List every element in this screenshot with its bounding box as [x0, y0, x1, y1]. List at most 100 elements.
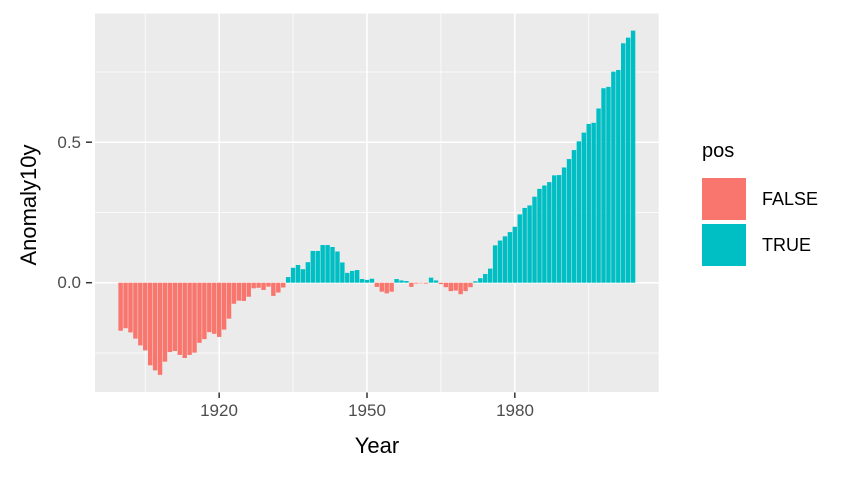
- bar-1972: [473, 281, 478, 283]
- bar-1952: [374, 282, 380, 287]
- legend-label-false: FALSE: [762, 188, 819, 209]
- bar-1957: [399, 280, 404, 283]
- bar-1968: [453, 282, 458, 291]
- bar-1938: [305, 262, 311, 283]
- bar-2004: [630, 30, 636, 283]
- bar-1917: [202, 282, 207, 340]
- bar-1932: [276, 282, 281, 293]
- bar-1961: [418, 282, 424, 284]
- bar-1944: [335, 251, 340, 283]
- bar-1987: [547, 182, 552, 283]
- bar-1940: [315, 250, 320, 283]
- bar-1985: [537, 188, 542, 283]
- bar-1955: [389, 282, 394, 292]
- bar-1973: [478, 278, 483, 283]
- bar-1964: [433, 280, 439, 283]
- y-tick-label-0.5: 0.5: [57, 133, 81, 152]
- bar-1943: [330, 247, 335, 283]
- bar-1920: [216, 282, 222, 337]
- bar-1924: [236, 282, 242, 301]
- bar-1936: [295, 264, 301, 283]
- bar-1926: [246, 282, 251, 297]
- legend-title: pos: [702, 140, 735, 162]
- bar-1981: [517, 214, 522, 283]
- bar-1922: [226, 282, 232, 319]
- bar-1911: [172, 282, 178, 351]
- bar-1978: [502, 236, 508, 283]
- bar-1929: [261, 282, 266, 290]
- bar-1967: [448, 282, 453, 292]
- bar-1906: [147, 282, 153, 366]
- bar-1998: [601, 88, 606, 283]
- bar-1925: [241, 282, 247, 301]
- bar-1905: [143, 282, 148, 351]
- bar-1965: [438, 282, 444, 285]
- bar-1976: [492, 245, 498, 283]
- bar-2003: [625, 37, 631, 283]
- bar-1909: [162, 282, 168, 362]
- bar-1934: [285, 277, 291, 283]
- bar-1931: [271, 282, 276, 296]
- bar-1927: [251, 282, 256, 289]
- bar-2000: [611, 71, 616, 283]
- bar-1913: [182, 282, 187, 358]
- bar-1980: [512, 226, 518, 283]
- bar-1971: [468, 282, 473, 288]
- bar-1947: [349, 270, 355, 283]
- bar-1904: [138, 282, 143, 346]
- bar-1954: [384, 282, 389, 294]
- bar-1914: [187, 282, 192, 355]
- bar-1995: [586, 123, 591, 283]
- bar-1992: [571, 150, 577, 283]
- legend-label-true: TRUE: [762, 234, 811, 255]
- bar-2002: [621, 43, 626, 283]
- x-tick-label-1950: 1950: [348, 401, 386, 420]
- bar-1993: [576, 141, 582, 283]
- bar-1982: [522, 207, 527, 283]
- bar-1977: [497, 240, 503, 283]
- bar-1962: [423, 282, 429, 284]
- bar-1950: [364, 279, 370, 283]
- bar-1979: [507, 232, 513, 283]
- bar-1941: [320, 245, 325, 283]
- bar-1966: [443, 282, 449, 288]
- bar-1959: [409, 282, 414, 287]
- bar-1937: [300, 269, 306, 283]
- bar-1903: [133, 282, 138, 339]
- bar-1974: [483, 273, 488, 283]
- bar-1900: [118, 282, 123, 331]
- bar-1983: [527, 205, 532, 283]
- bar-1996: [591, 122, 596, 283]
- bar-1988: [552, 175, 557, 283]
- bar-1951: [369, 278, 375, 283]
- bar-1997: [596, 108, 601, 283]
- bar-1994: [581, 132, 587, 283]
- bar-1991: [566, 159, 572, 283]
- bar-1969: [458, 282, 463, 295]
- bar-1975: [487, 268, 493, 283]
- bar-1970: [463, 282, 468, 292]
- bar-1933: [281, 282, 286, 288]
- bar-1949: [359, 279, 365, 283]
- legend: pos FALSE TRUE: [702, 140, 852, 270]
- bar-1912: [177, 282, 182, 355]
- y-tick-label-0.0: 0.0: [57, 273, 81, 292]
- legend-entry-false: FALSE: [702, 178, 852, 220]
- bar-1989: [556, 175, 562, 283]
- bar-1963: [428, 277, 434, 283]
- bar-1953: [379, 282, 384, 292]
- bar-1939: [310, 250, 316, 283]
- bar-1928: [256, 282, 261, 288]
- x-tick-label-1980: 1980: [496, 401, 534, 420]
- bar-1945: [340, 262, 345, 283]
- legend-key-false-swatch: [702, 178, 746, 220]
- bar-1901: [123, 282, 128, 329]
- bar-1919: [212, 282, 217, 334]
- bar-2001: [616, 69, 621, 283]
- bar-1910: [167, 282, 173, 353]
- bar-1984: [532, 196, 537, 283]
- bar-1923: [231, 282, 237, 304]
- bar-1990: [561, 167, 567, 283]
- bar-1935: [290, 267, 296, 283]
